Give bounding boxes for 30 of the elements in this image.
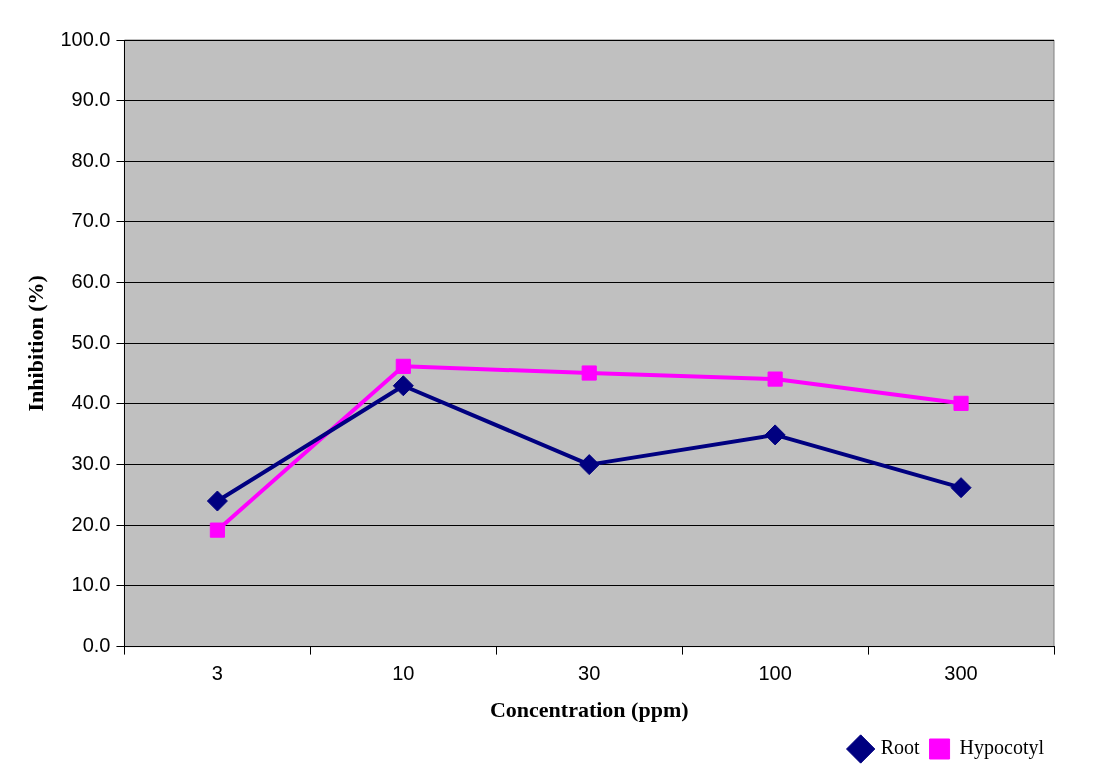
y-tick-label: 50.0	[71, 330, 111, 353]
y-tick-label: 0.0	[82, 634, 111, 657]
y-tick-label: 10.0	[71, 573, 111, 596]
y-tick-label: 80.0	[71, 148, 111, 171]
point	[206, 490, 228, 512]
y-tick-label: 100.0	[60, 27, 111, 50]
y-tick-label: 20.0	[71, 512, 111, 535]
point	[953, 395, 969, 411]
x-tick-label: 100	[758, 662, 792, 685]
y-tick-label: 40.0	[71, 391, 111, 414]
point	[395, 358, 411, 374]
legend-label: Hypocotyl	[959, 736, 1045, 760]
point	[209, 522, 225, 538]
point	[950, 477, 972, 499]
legend-label: Root	[880, 736, 921, 759]
point	[764, 424, 786, 446]
y-tick-label: 30.0	[71, 452, 111, 475]
point	[392, 375, 414, 397]
x-tick-label: 3	[211, 662, 223, 685]
x-tick-label: 30	[578, 662, 601, 685]
x-tick-label: 10	[392, 662, 415, 685]
y-axis-title: Inhibition (%)	[22, 275, 48, 412]
point	[581, 365, 597, 381]
point	[578, 454, 600, 476]
y-tick-label: 60.0	[71, 270, 111, 293]
y-tick-label: 90.0	[71, 88, 111, 111]
point	[767, 371, 783, 387]
y-tick-label: 70.0	[71, 209, 111, 232]
x-tick-label: 300	[944, 662, 978, 685]
x-axis-title: Concentration (ppm)	[489, 697, 689, 723]
